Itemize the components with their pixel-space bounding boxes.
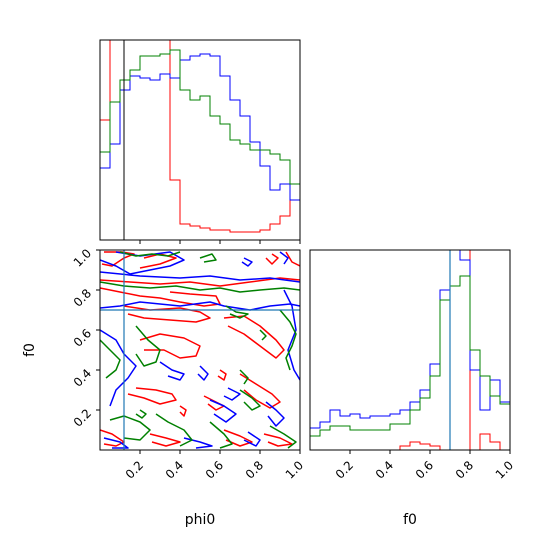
hist-phi0-frame xyxy=(99,39,301,241)
contour-2-0 xyxy=(119,251,181,257)
contour-2-8 xyxy=(209,421,233,449)
hist-f0-series-1 xyxy=(309,249,511,450)
contour-2-6 xyxy=(109,415,151,441)
contour-x-tick-label-4: 1.0 xyxy=(283,458,306,481)
hist-f0-x-tick-label-0: 0.2 xyxy=(333,458,356,481)
contour-x-tick-label-1: 0.4 xyxy=(163,458,186,481)
contour-0-15 xyxy=(263,433,293,447)
contour-1-11 xyxy=(183,437,213,449)
contour-2-13 xyxy=(259,329,267,341)
x-axis-label-phi0: phi0 xyxy=(185,512,216,528)
contour-1-9 xyxy=(265,401,285,427)
hist-phi0-ticks xyxy=(139,240,301,244)
contour-x-tick-label-0: 0.2 xyxy=(123,458,146,481)
contour-1-2 xyxy=(100,301,300,311)
hist-f0-x-tick-label-3: 0.8 xyxy=(453,458,476,481)
hist-f0-x-tick-label-4: 1.0 xyxy=(493,458,516,481)
hist-f0-series-2 xyxy=(309,275,511,450)
contour-0-17 xyxy=(265,253,279,265)
contour-0-13 xyxy=(149,433,181,447)
panel-hist-phi0 xyxy=(99,39,301,244)
contour-1-8 xyxy=(223,387,241,401)
hist-f0-x-tick-label-2: 0.6 xyxy=(413,458,436,481)
contour-0-14 xyxy=(223,429,253,447)
contour-2-10 xyxy=(269,425,297,449)
contour-0-5 xyxy=(139,333,201,359)
contour-2-9 xyxy=(239,389,261,411)
contour-1-4 xyxy=(283,289,300,381)
contour-0-6 xyxy=(223,315,285,359)
contour-y-tick-label-1: 0.4 xyxy=(71,366,94,389)
contour-1-6 xyxy=(197,365,209,381)
panel-hist-f0: 0.2 0.4 0.6 0.8 1.0 f0 xyxy=(309,249,516,528)
contour-2-3 xyxy=(135,325,161,367)
contour-x-ticks: 0.2 0.4 0.6 0.8 1.0 xyxy=(123,450,306,482)
contour-y-tick-label-3: 0.8 xyxy=(71,286,94,309)
hist-f0-x-ticks: 0.2 0.4 0.6 0.8 1.0 xyxy=(333,450,516,482)
contour-1-12 xyxy=(243,431,261,447)
contour-1-14 xyxy=(279,251,289,265)
hist-f0-frame xyxy=(309,249,511,451)
hist-phi0-series-2 xyxy=(99,49,301,240)
contour-0-4 xyxy=(123,305,211,323)
contour-0-1 xyxy=(139,253,177,269)
contour-0-16 xyxy=(285,251,300,267)
contour-x-tick-label-3: 0.8 xyxy=(243,458,266,481)
contour-y-tick-label-2: 0.6 xyxy=(71,326,94,349)
contour-0-8 xyxy=(127,387,177,405)
contour-2-14 xyxy=(239,369,249,385)
contour-0-2 xyxy=(100,277,300,287)
contour-y-tick-label-0: 0.2 xyxy=(71,406,94,429)
contour-1-5 xyxy=(159,361,185,381)
contour-0-9 xyxy=(179,405,187,417)
contour-2-11 xyxy=(135,409,147,419)
contour-y-ticks: 0.2 0.4 0.6 0.8 1.0 xyxy=(71,246,100,430)
contour-1-7 xyxy=(209,399,237,423)
contour-frame xyxy=(99,249,301,451)
contour-2-2 xyxy=(100,339,121,379)
contour-1-1 xyxy=(100,271,300,283)
hist-f0-series xyxy=(309,249,511,451)
x-axis-label-f0: f0 xyxy=(403,512,417,528)
panel-contour-phi0-f0: 0.2 0.4 0.6 0.8 1.0 0.2 0.4 0.6 0.8 1.0 phi0 f0 xyxy=(22,246,306,528)
contour-lines xyxy=(100,251,300,449)
hist-f0-x-tick-label-1: 0.4 xyxy=(373,458,396,481)
hist-phi0-series xyxy=(99,39,301,240)
contour-0-7 xyxy=(239,373,281,409)
hist-phi0-series-1 xyxy=(99,53,301,240)
contour-2-12 xyxy=(199,253,217,263)
contour-2-5 xyxy=(279,309,297,371)
contour-x-tick-label-2: 0.6 xyxy=(203,458,226,481)
contour-0-10 xyxy=(203,395,225,411)
contour-2-1 xyxy=(100,281,300,293)
contour-1-13 xyxy=(241,257,253,267)
contour-2-7 xyxy=(155,413,193,447)
contour-0-12 xyxy=(100,429,125,447)
y-axis-label-f0: f0 xyxy=(22,343,38,357)
contour-y-tick-label-4: 1.0 xyxy=(71,246,94,269)
contour-0-11 xyxy=(217,369,227,381)
contour-1-3 xyxy=(100,329,137,407)
